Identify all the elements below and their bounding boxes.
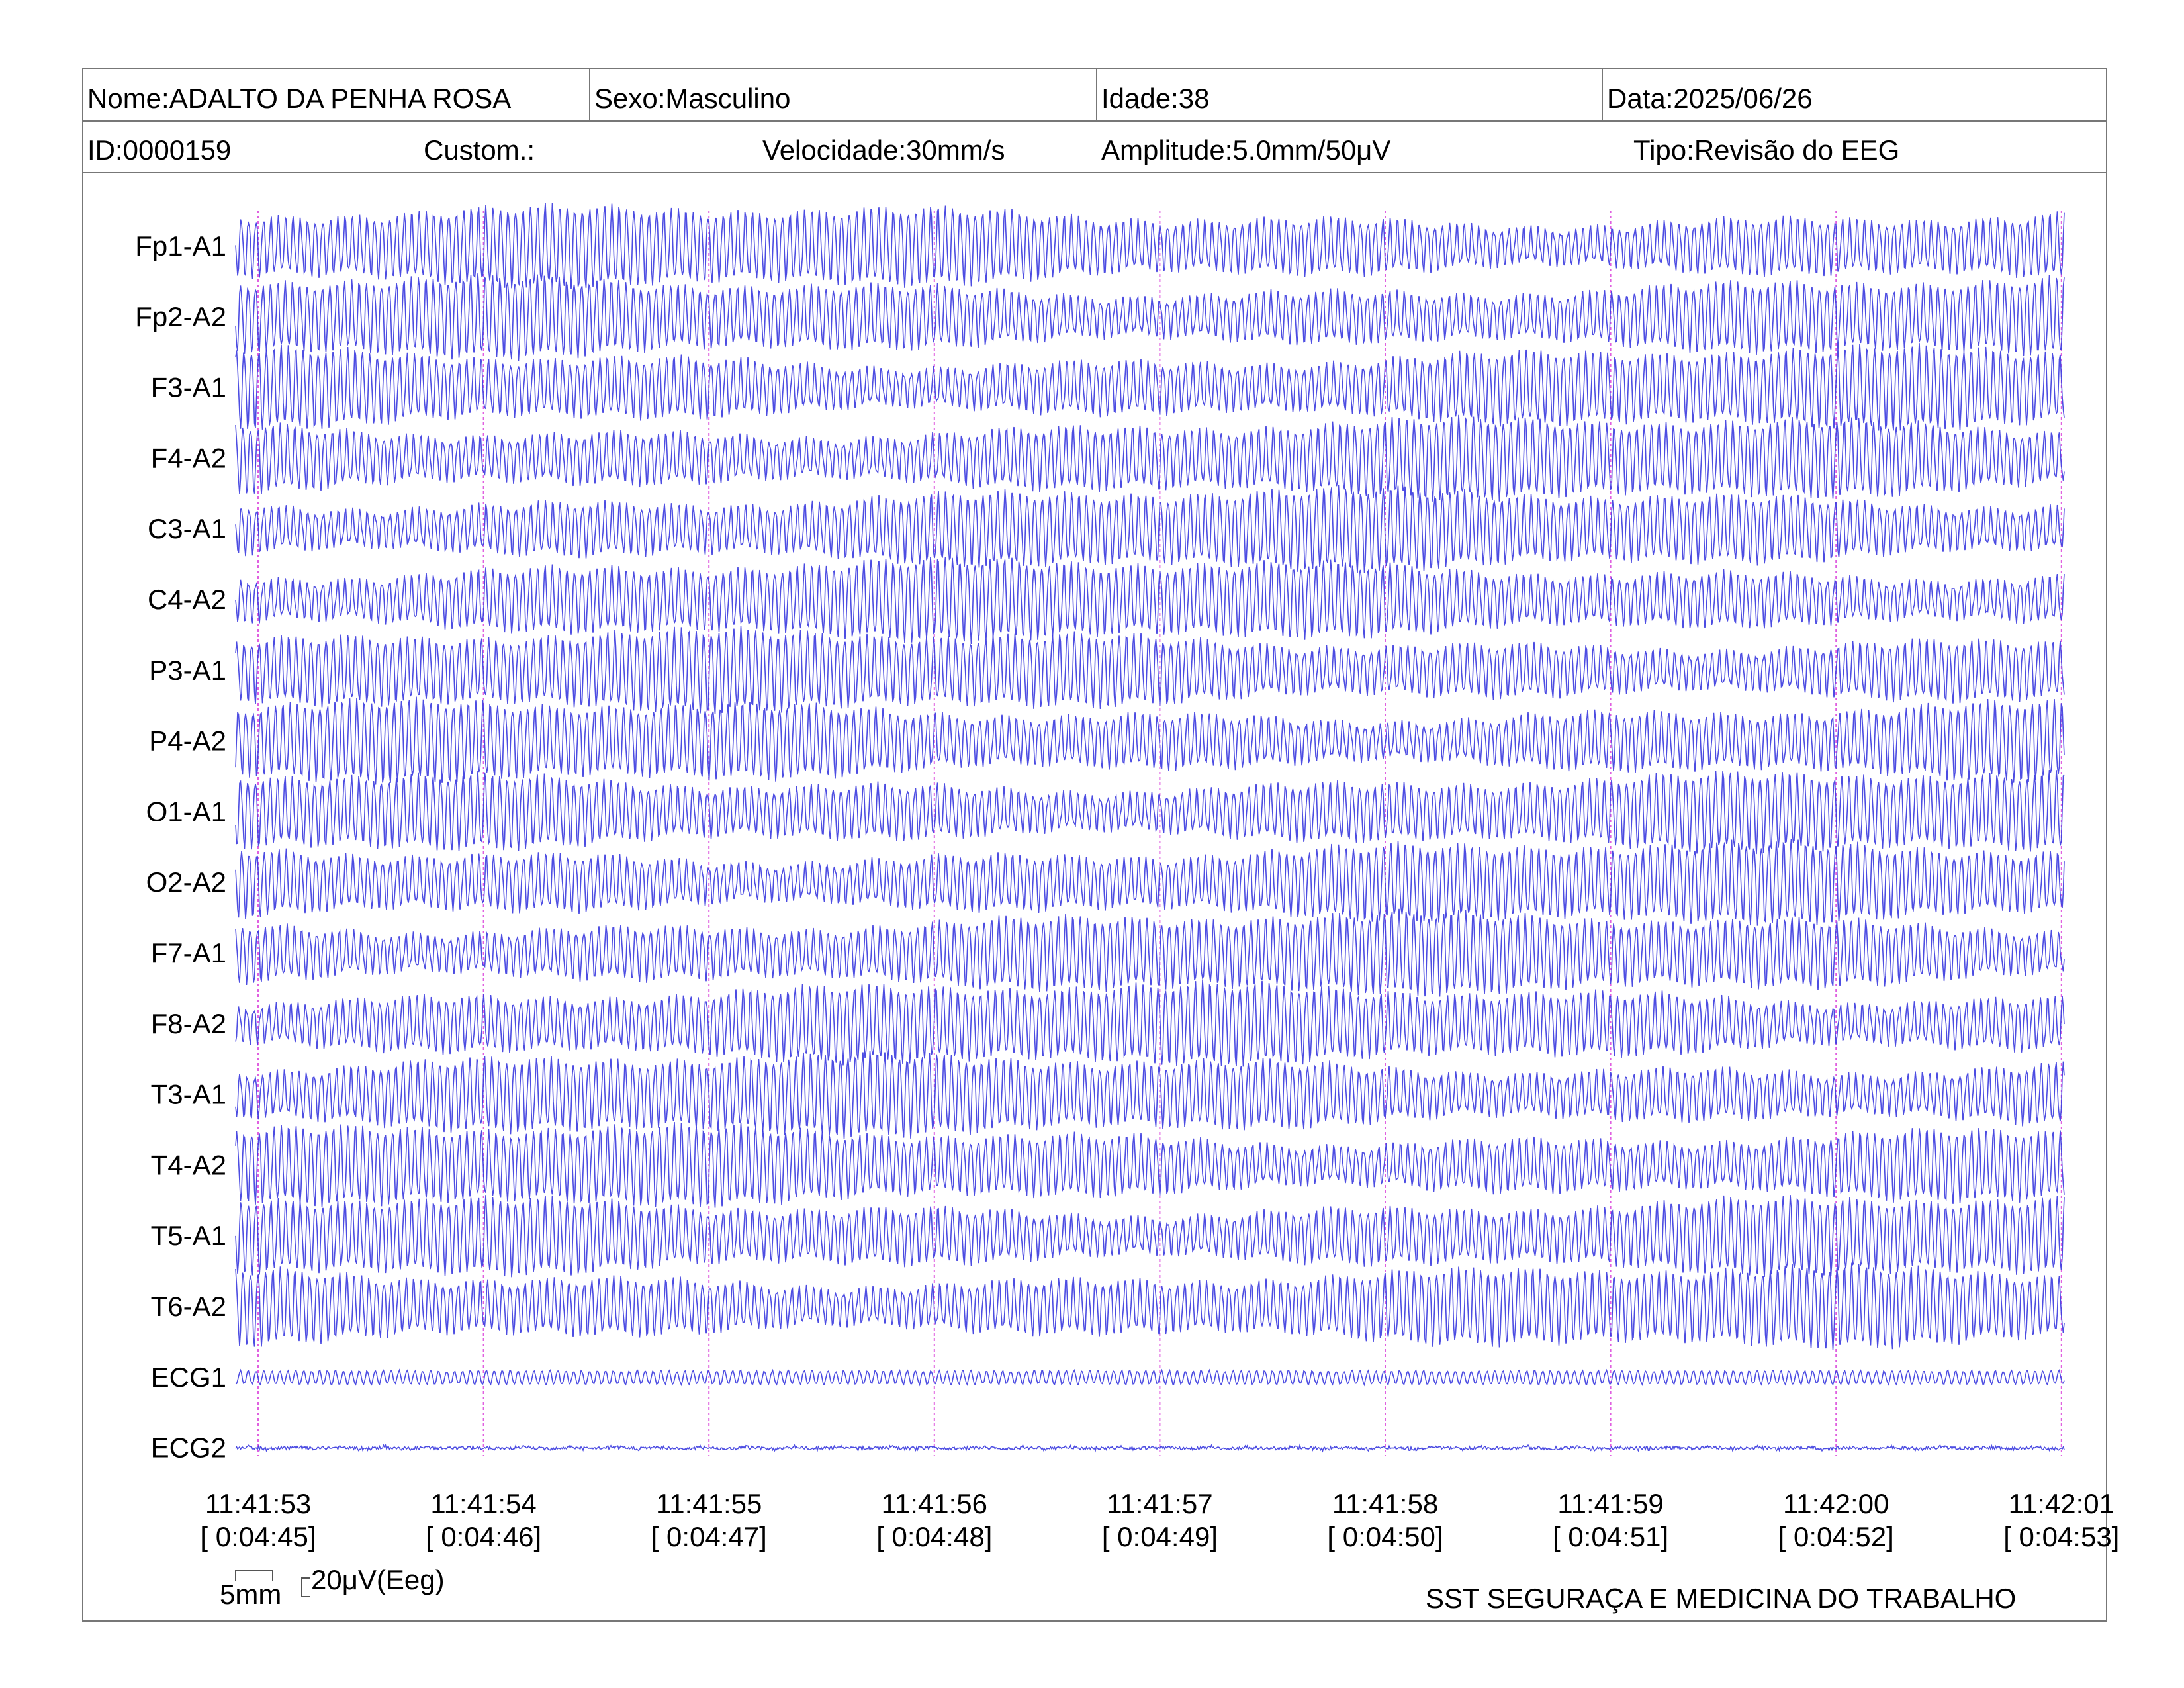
scale-time-label: 5mm bbox=[220, 1579, 282, 1610]
channel-label: F8-A2 bbox=[151, 1008, 226, 1039]
time-tick-elapsed: [ 0:04:49] bbox=[1102, 1521, 1218, 1552]
channel-label: C4-A2 bbox=[148, 584, 226, 615]
header-row-divider bbox=[83, 120, 2106, 122]
header-bottom-divider bbox=[83, 172, 2106, 173]
channel-label: Fp1-A1 bbox=[135, 230, 226, 261]
channel-trace bbox=[235, 1262, 2065, 1350]
channel-label: P4-A2 bbox=[149, 726, 226, 757]
custom-field: Custom.: bbox=[424, 134, 535, 165]
channel-label: ECG1 bbox=[151, 1362, 226, 1393]
channel-trace bbox=[235, 626, 2065, 714]
channel-label: P3-A1 bbox=[149, 655, 226, 686]
channel-trace bbox=[235, 343, 2065, 431]
header-cell-divider bbox=[1096, 69, 1097, 120]
scale-amplitude-label: 20μV(Eeg) bbox=[311, 1564, 445, 1595]
time-tick-elapsed: [ 0:04:52] bbox=[1778, 1521, 1894, 1552]
channel-label: O1-A1 bbox=[146, 796, 226, 827]
header-cell-divider bbox=[1602, 69, 1603, 120]
channel-label: T3-A1 bbox=[151, 1079, 226, 1110]
channel-label: T4-A2 bbox=[151, 1149, 226, 1180]
eeg-traces bbox=[235, 203, 2065, 1453]
channel-trace bbox=[235, 839, 2065, 926]
time-tick-clock: 11:41:56 bbox=[882, 1488, 987, 1519]
channel-trace bbox=[235, 414, 2065, 502]
channel-trace bbox=[235, 980, 2065, 1067]
patient-sex: Sexo:Masculino bbox=[594, 83, 791, 114]
time-tick-clock: 11:42:01 bbox=[2009, 1488, 2115, 1519]
institution-name: SST SEGURAÇA E MEDICINA DO TRABALHO bbox=[1426, 1583, 2017, 1614]
amplitude-setting: Amplitude:5.0mm/50μV bbox=[1101, 134, 1391, 165]
channel-label: ECG2 bbox=[151, 1432, 226, 1464]
time-tick-elapsed: [ 0:04:53] bbox=[2003, 1521, 2119, 1552]
patient-name: Nome:ADALTO DA PENHA ROSA bbox=[87, 83, 512, 114]
time-axis-labels: 11:41:53[ 0:04:45] 11:41:54[ 0:04:46] 11:4… bbox=[200, 1488, 2119, 1552]
header-cell-divider bbox=[589, 69, 590, 120]
exam-type: Tipo:Revisão do EEG bbox=[1633, 134, 1900, 165]
channel-labels: Fp1-A1 Fp2-A2 F3-A1 F4-A2 C3-A1 C4-A2 P3-A1 P4-… bbox=[135, 230, 226, 1464]
channel-trace bbox=[235, 908, 2065, 997]
channel-trace bbox=[235, 1194, 2065, 1278]
channel-label: T6-A2 bbox=[151, 1291, 226, 1322]
channel-label: O2-A2 bbox=[146, 867, 226, 898]
channel-label: T5-A1 bbox=[151, 1220, 226, 1251]
time-tick-clock: 11:41:59 bbox=[1557, 1488, 1663, 1519]
time-tick-clock: 11:41:55 bbox=[656, 1488, 762, 1519]
channel-trace bbox=[235, 1443, 2065, 1453]
channel-trace bbox=[235, 1051, 2065, 1139]
channel-trace bbox=[235, 273, 2065, 361]
time-tick-clock: 11:41:53 bbox=[205, 1488, 311, 1519]
channel-label: Fp2-A2 bbox=[135, 301, 226, 332]
time-tick-elapsed: [ 0:04:51] bbox=[1553, 1521, 1668, 1552]
time-tick-clock: 11:42:00 bbox=[1783, 1488, 1889, 1519]
channel-trace bbox=[235, 696, 2065, 785]
time-tick-elapsed: [ 0:04:45] bbox=[200, 1521, 316, 1552]
time-tick-clock: 11:41:58 bbox=[1332, 1488, 1438, 1519]
time-tick-clock: 11:41:54 bbox=[430, 1488, 536, 1519]
time-tick-elapsed: [ 0:04:47] bbox=[651, 1521, 767, 1552]
channel-label: F3-A1 bbox=[151, 372, 226, 403]
channel-trace bbox=[235, 557, 2065, 644]
channel-label: F4-A2 bbox=[151, 442, 226, 473]
time-tick-elapsed: [ 0:04:48] bbox=[876, 1521, 992, 1552]
time-tick-elapsed: [ 0:04:46] bbox=[426, 1521, 541, 1552]
channel-label: C3-A1 bbox=[148, 513, 226, 544]
time-tick-clock: 11:41:57 bbox=[1107, 1488, 1212, 1519]
patient-id: ID:0000159 bbox=[87, 134, 232, 165]
patient-age: Idade:38 bbox=[1101, 83, 1210, 114]
channel-label: F7-A1 bbox=[151, 937, 226, 968]
time-tick-elapsed: [ 0:04:50] bbox=[1327, 1521, 1443, 1552]
scale-bar-icon bbox=[235, 1570, 310, 1597]
channel-trace bbox=[235, 485, 2065, 573]
channel-trace bbox=[235, 1368, 2065, 1387]
exam-date: Data:2025/06/26 bbox=[1607, 83, 1813, 114]
channel-trace bbox=[235, 203, 2065, 289]
channel-trace bbox=[235, 1121, 2065, 1208]
report-frame bbox=[82, 68, 2107, 1622]
channel-trace bbox=[235, 769, 2065, 855]
speed-setting: Velocidade:30mm/s bbox=[762, 134, 1005, 165]
